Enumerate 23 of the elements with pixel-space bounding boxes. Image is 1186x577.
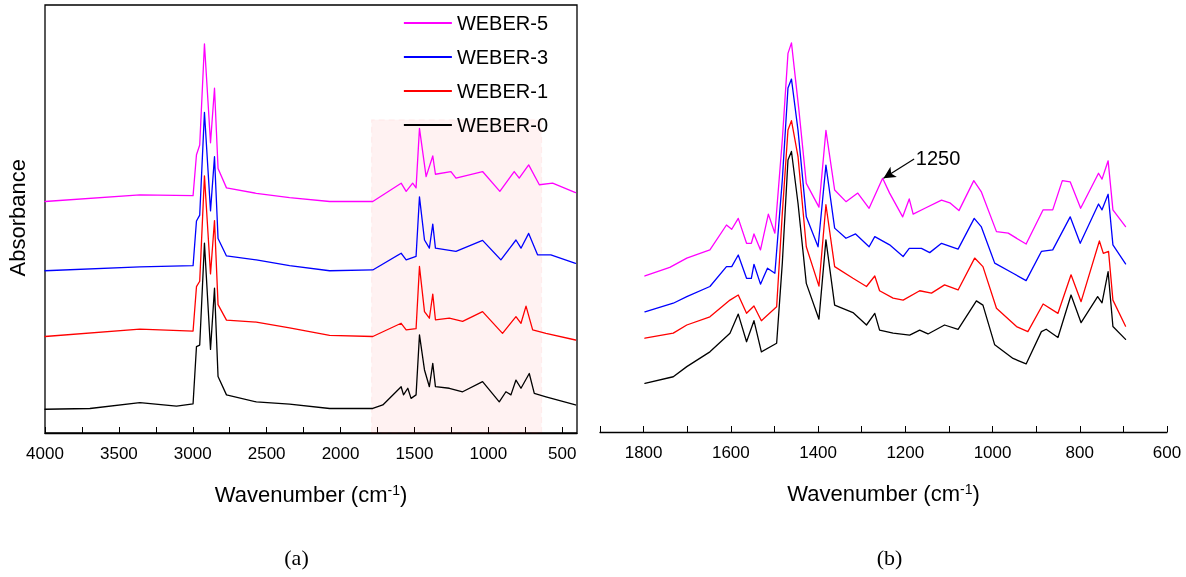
legend-label: WEBER-1: [456, 80, 548, 102]
x-tick-label: 1000: [973, 443, 1012, 462]
x-tick-label: 2000: [321, 444, 360, 463]
x-tick-label: 3000: [173, 444, 212, 463]
legend-label: WEBER-0: [456, 114, 548, 136]
text: (a): [284, 544, 309, 570]
x-tick-label: 1600: [711, 443, 750, 462]
x-tick-label: 4000: [26, 444, 64, 463]
x-tick-label: 1400: [799, 443, 837, 462]
x-tick-label: 2500: [247, 444, 286, 463]
legend-label: WEBER-3: [456, 46, 548, 68]
annotation: 1250: [915, 146, 961, 169]
x-tick-label: 1500: [395, 444, 434, 463]
x-tick-label: 500: [548, 444, 577, 463]
x-tick-label: 600: [1152, 443, 1182, 462]
y-axis-title: Absorbance: [4, 158, 30, 277]
x-tick-label: 1800: [624, 443, 663, 462]
text: (b): [876, 544, 903, 570]
x-tick-label: 1200: [886, 443, 925, 462]
legend-label: WEBER-5: [456, 12, 548, 34]
x-tick-label: 3500: [99, 444, 138, 463]
x-tick-label: 800: [1065, 443, 1094, 462]
x-tick-label: 1000: [469, 444, 508, 463]
